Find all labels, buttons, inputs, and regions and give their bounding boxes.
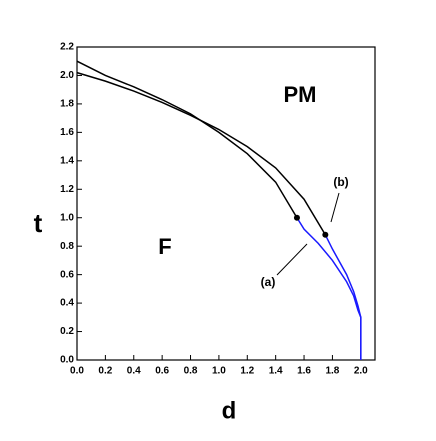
x-tick-label: 1.6 bbox=[297, 366, 311, 377]
x-tick-label: 1.4 bbox=[269, 366, 283, 377]
annotation: F bbox=[158, 234, 171, 259]
x-tick-label: 0.0 bbox=[70, 366, 84, 377]
phase-boundary bbox=[324, 234, 362, 360]
x-tick-label: 1.0 bbox=[212, 366, 226, 377]
phase-boundary bbox=[76, 71, 326, 236]
leader-line bbox=[330, 192, 340, 223]
phase-boundary bbox=[76, 60, 298, 219]
y-tick-label: 1.8 bbox=[60, 99, 74, 110]
y-tick-label: 1.4 bbox=[60, 155, 74, 166]
y-tick-label: 0.2 bbox=[60, 326, 74, 337]
x-tick-label: 2.0 bbox=[354, 366, 368, 377]
y-tick-label: 0.0 bbox=[60, 355, 74, 366]
x-tick-label: 0.2 bbox=[98, 366, 112, 377]
y-tick-label: 0.8 bbox=[60, 241, 74, 252]
x-tick-label: 1.8 bbox=[325, 366, 339, 377]
x-tick-label: 0.8 bbox=[184, 366, 198, 377]
point-marker bbox=[322, 231, 329, 238]
y-tick-label: 2.2 bbox=[60, 42, 74, 53]
x-tick-label: 1.2 bbox=[240, 366, 254, 377]
leader-line bbox=[276, 243, 308, 276]
plot-frame bbox=[76, 46, 376, 361]
y-axis-label: t bbox=[34, 208, 43, 238]
y-tick-label: 1.0 bbox=[60, 212, 74, 223]
x-axis-label: d bbox=[222, 397, 237, 424]
annotation: PM bbox=[284, 82, 317, 107]
y-tick-label: 1.2 bbox=[60, 184, 74, 195]
x-tick-label: 0.6 bbox=[155, 366, 169, 377]
y-tick-label: 2.0 bbox=[60, 70, 74, 81]
y-tick-label: 1.6 bbox=[60, 127, 74, 138]
point-marker bbox=[293, 214, 300, 221]
x-tick-label: 0.4 bbox=[127, 366, 141, 377]
y-tick-label: 0.4 bbox=[60, 298, 74, 309]
phase-boundary bbox=[296, 217, 362, 360]
annotation: (a) bbox=[261, 275, 276, 289]
y-tick-label: 0.6 bbox=[60, 269, 74, 280]
annotation: (b) bbox=[333, 175, 348, 189]
